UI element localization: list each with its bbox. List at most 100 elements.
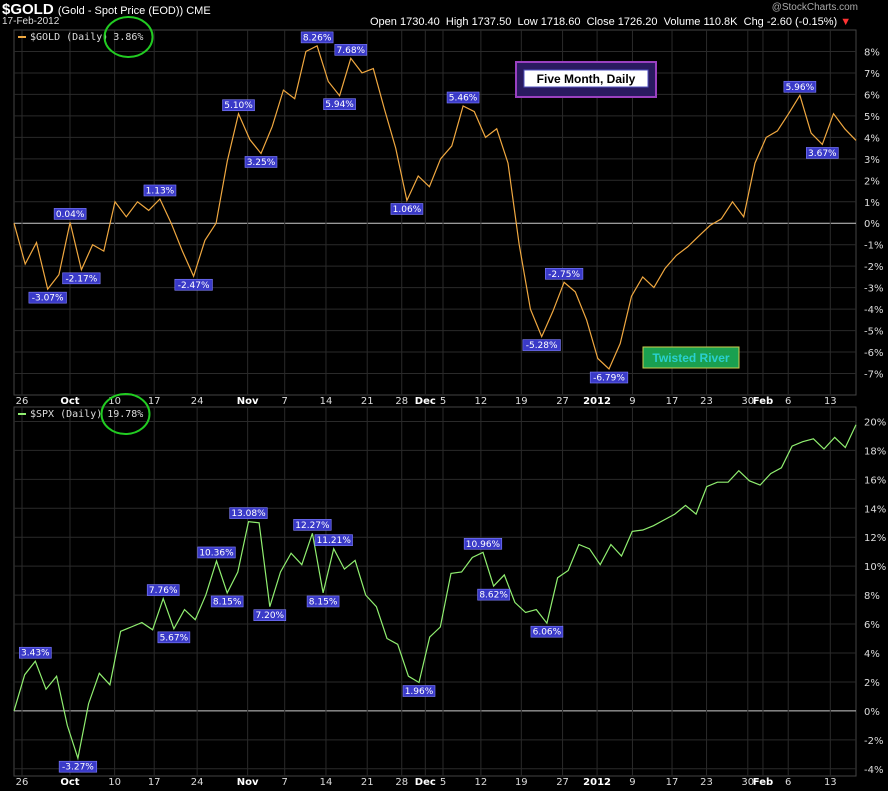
x-tick-label: 19: [515, 777, 528, 788]
point-label-box: [58, 760, 98, 773]
credit-box-text: Twisted River: [652, 351, 729, 365]
x-tick-label: 17: [666, 396, 679, 407]
point-label-box: [293, 519, 332, 531]
point-label: 12.27%: [295, 521, 330, 531]
volume-label: Volume: [663, 16, 701, 28]
point-label: 1.96%: [405, 687, 434, 697]
y-tick-label: 18%: [864, 446, 886, 457]
point-label: 5.46%: [449, 94, 478, 104]
point-label: -2.47%: [178, 281, 210, 291]
point-label: 5.67%: [160, 633, 189, 643]
point-label: 1.13%: [146, 186, 175, 196]
y-tick-label: 4%: [864, 649, 880, 660]
point-label-box: [522, 339, 561, 351]
point-label-box: [28, 291, 67, 304]
point-label: -2.17%: [65, 274, 97, 284]
x-tick-label: 24: [191, 777, 204, 788]
y-tick-label: -5%: [864, 327, 883, 338]
point-label: 7.68%: [337, 46, 366, 56]
x-tick-label: 21: [361, 396, 374, 407]
x-tick-label: 28: [395, 396, 408, 407]
x-tick-label: 30: [741, 777, 754, 788]
high-label: High: [445, 16, 469, 28]
y-tick-label: -2%: [864, 736, 883, 747]
point-label: 0.04%: [56, 210, 85, 220]
x-tick-label: 9: [629, 396, 635, 407]
x-tick-label: Dec: [415, 396, 436, 407]
y-tick-label: 7%: [864, 69, 880, 80]
annotations: Five Month, Daily Twisted River: [515, 61, 740, 369]
point-label-box: [545, 267, 584, 280]
y-tick-label: -4%: [864, 765, 883, 776]
gold-series-line: [13, 45, 857, 371]
point-label: 7.20%: [256, 611, 285, 621]
point-label-box: [589, 371, 629, 384]
point-label: 5.94%: [325, 100, 354, 110]
y-tick-label: 0%: [864, 707, 880, 718]
y-tick-label: -6%: [864, 348, 883, 359]
point-label: 5.96%: [786, 83, 815, 93]
point-label: 8.15%: [213, 597, 242, 607]
open-label: Open: [370, 16, 397, 28]
point-label-box: [402, 685, 436, 697]
x-tick-label: 21: [361, 777, 374, 788]
x-tick-label: 26: [16, 777, 29, 788]
chg-label: Chg: [743, 16, 764, 28]
y-tick-label: -4%: [864, 305, 883, 316]
x-tick-label: 13: [824, 396, 837, 407]
point-label-box: [323, 98, 356, 110]
y-tick-label: 10%: [864, 562, 886, 573]
point-label-box: [157, 631, 191, 644]
x-tick-label: 28: [395, 777, 408, 788]
x-tick-label: 17: [148, 396, 161, 407]
point-label: -2.75%: [548, 270, 580, 280]
y-tick-label: 6%: [864, 620, 880, 631]
point-label: -3.07%: [32, 294, 64, 304]
x-tick-label: 19: [515, 396, 528, 407]
point-label-box: [530, 625, 564, 638]
y-tick-label: 12%: [864, 533, 886, 544]
x-tick-label: 17: [148, 777, 161, 788]
title-box-text: Five Month, Daily: [537, 72, 636, 86]
x-tick-label: 26: [16, 396, 29, 407]
point-label-box: [463, 537, 503, 550]
point-label: 7.76%: [149, 586, 178, 596]
point-label-box: [806, 147, 839, 159]
legend-last-value: 3.86%: [113, 32, 143, 43]
x-tick-label: Nov: [237, 396, 259, 407]
highlight-circle: [103, 16, 154, 58]
x-tick-label: 10: [108, 396, 121, 407]
ohlc-stats: Open 1730.40 High 1737.50 Low 1718.60 Cl…: [370, 16, 851, 28]
point-label-box: [244, 156, 278, 168]
y-tick-label: 8%: [864, 591, 880, 602]
x-tick-label: 24: [191, 396, 204, 407]
x-tick-label: 30: [741, 396, 754, 407]
x-tick-label: 14: [320, 777, 333, 788]
point-label-box: [174, 278, 213, 291]
point-label-box: [210, 595, 244, 608]
point-label: 3.43%: [21, 649, 50, 659]
legend-last-value: 19.78%: [107, 409, 143, 420]
point-label: 3.25%: [247, 158, 276, 168]
close-value: 1726.20: [617, 16, 658, 28]
point-label: 10.96%: [466, 540, 501, 550]
x-tick-label: 14: [320, 396, 333, 407]
open-value: 1730.40: [399, 16, 440, 28]
x-tick-label: Feb: [753, 396, 773, 407]
y-tick-label: 1%: [864, 198, 880, 209]
point-label: 6.06%: [533, 628, 562, 638]
x-tick-label: Nov: [237, 777, 259, 788]
x-tick-label: Oct: [60, 777, 79, 788]
legend-label: $GOLD (Daily): [30, 32, 108, 43]
legend-label: $SPX (Daily): [30, 409, 102, 420]
x-tick-label: 5: [440, 777, 446, 788]
spx-series-line: [13, 424, 857, 761]
x-tick-label: Dec: [415, 777, 436, 788]
point-label-box: [390, 203, 424, 215]
y-tick-label: 5%: [864, 112, 880, 123]
point-label-box: [783, 80, 817, 93]
spx-panel: 20% 18% 16% 14% 12% 10% 8% 6% 4% 2% 0% -2% -4% 26 Oct 1…: [13, 393, 886, 788]
point-label-box: [314, 534, 353, 546]
x-tick-label: 7: [282, 396, 288, 407]
low-label: Low: [517, 16, 538, 28]
